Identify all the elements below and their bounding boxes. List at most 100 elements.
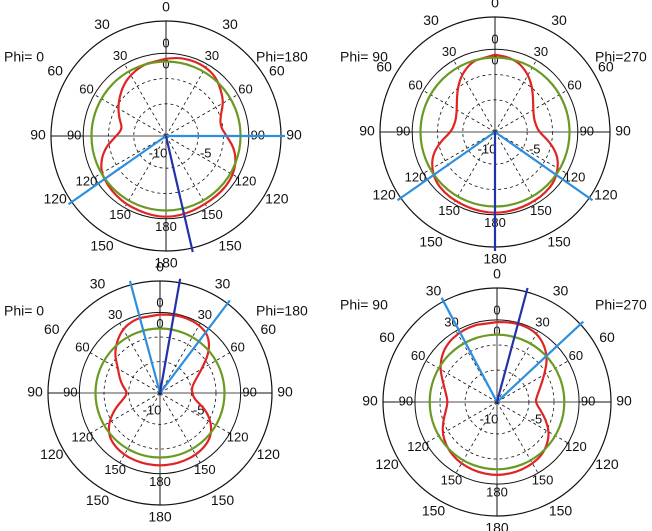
- outer-tick-label: 90: [277, 384, 293, 400]
- outer-tick-label: 180: [485, 520, 509, 531]
- grid-spoke: [165, 64, 208, 137]
- radial-label: -5: [193, 402, 205, 417]
- inner-tick-label: 60: [569, 348, 583, 363]
- grid-spoke: [496, 360, 569, 403]
- grid-spoke: [159, 392, 201, 464]
- outer-tick-label: 90: [616, 393, 632, 409]
- outer-tick-label: 60: [379, 329, 395, 345]
- radial-label: -10: [143, 402, 162, 417]
- radial-label: 0: [491, 53, 498, 68]
- inner-tick-label: 120: [227, 429, 249, 444]
- radial-label: 0: [493, 323, 500, 338]
- inner-tick-label: 60: [411, 348, 425, 363]
- outer-tick-label: 150: [86, 492, 110, 508]
- inner-tick-label: 90: [67, 127, 81, 142]
- grid-spoke: [124, 135, 167, 208]
- outer-tick-label: 30: [551, 12, 567, 28]
- outer-tick-label: 90: [27, 384, 43, 400]
- outer-tick-label: 30: [553, 283, 569, 299]
- series-red-pattern: [100, 56, 237, 218]
- inner-tick-label: 90: [63, 384, 77, 399]
- outer-tick-label: 90: [359, 123, 375, 139]
- inner-tick-label: 30: [108, 307, 122, 322]
- grid-spoke: [159, 392, 231, 434]
- inner-tick-label: 180: [486, 485, 508, 500]
- grid-spoke: [423, 90, 496, 133]
- grid-spoke: [494, 60, 537, 133]
- outer-tick-label: 60: [598, 59, 614, 75]
- grid-spoke: [496, 330, 539, 403]
- direction-line-2: [67, 135, 167, 206]
- phi-left-label: Phi= 90: [340, 297, 388, 313]
- inner-tick-label: 150: [104, 462, 126, 477]
- inner-tick-label: 150: [532, 472, 554, 487]
- grid-spoke: [494, 90, 567, 133]
- inner-tick-label: 180: [155, 219, 177, 234]
- radial-label: -10: [480, 411, 499, 426]
- grid-spoke: [159, 352, 231, 394]
- inner-tick-label: 60: [408, 78, 422, 93]
- grid-spoke: [124, 64, 167, 137]
- inner-tick-label: 60: [567, 78, 581, 93]
- direction-line-3: [158, 278, 182, 394]
- inner-tick-label: 0: [491, 32, 498, 47]
- outer-tick-label: 0: [156, 259, 164, 275]
- inner-tick-label: 90: [242, 384, 256, 399]
- direction-line-3: [164, 135, 194, 253]
- inner-tick-label: 120: [76, 173, 98, 188]
- outer-tick-label: 30: [423, 12, 439, 28]
- inner-tick-label: 30: [205, 48, 219, 63]
- outer-tick-label: 120: [40, 446, 64, 462]
- direction-line-1: [494, 131, 594, 202]
- outer-tick-label: 120: [372, 187, 396, 203]
- radial-label: -5: [531, 411, 543, 426]
- outer-tick-label: 120: [257, 446, 281, 462]
- radial-label: -10: [478, 141, 497, 156]
- phi-right-label: Phi=270: [595, 49, 647, 65]
- inner-tick-label: 120: [235, 173, 257, 188]
- polar-plot-2: 0 30 60 90 120 150 180 150 120 90 60 30 0 30 60 90 120 15…: [340, 0, 647, 267]
- grid-spoke: [94, 94, 167, 137]
- grid-spoke: [165, 94, 238, 137]
- inner-tick-label: 0: [156, 295, 163, 310]
- outer-tick-label: 120: [265, 191, 289, 207]
- series-green-circle: [94, 327, 226, 459]
- outer-tick-label: 180: [483, 251, 507, 267]
- series-red-pattern: [439, 321, 550, 476]
- outer-tick-label: 120: [43, 191, 67, 207]
- inner-tick-label: 30: [535, 315, 549, 330]
- phi-left-label: Phi= 90: [340, 49, 388, 65]
- grid-spoke: [165, 135, 208, 208]
- direction-line-1: [440, 297, 498, 403]
- radial-label: -10: [149, 145, 168, 160]
- outer-tick-label: 60: [260, 321, 276, 337]
- inner-tick-label: 150: [530, 203, 552, 218]
- phi-left-label: Phi= 0: [4, 49, 44, 65]
- grid-spoke: [494, 131, 567, 174]
- outer-tick-label: 60: [599, 329, 615, 345]
- outer-tick-label: 120: [594, 187, 618, 203]
- outer-tick-label: 150: [211, 492, 235, 508]
- outer-tick-label: 180: [154, 255, 178, 271]
- outer-tick-label: 150: [90, 238, 114, 254]
- series-red-pattern: [431, 53, 559, 214]
- inner-tick-label: 150: [109, 207, 131, 222]
- radial-label: -5: [200, 145, 212, 160]
- grid-spoke: [89, 392, 161, 434]
- inner-tick-label: 30: [444, 315, 458, 330]
- outer-tick-label: 120: [375, 456, 399, 472]
- inner-tick-label: 120: [564, 169, 586, 184]
- grid-spoke: [89, 352, 161, 394]
- radial-label: 0: [162, 57, 169, 72]
- inner-tick-label: 90: [399, 393, 413, 408]
- grid-spoke: [494, 131, 537, 204]
- outer-tick-label: 150: [422, 503, 446, 519]
- grid-spoke: [94, 135, 167, 178]
- radial-label: 0: [156, 316, 163, 331]
- outer-tick-label: 30: [90, 275, 106, 291]
- phi-right-label: Phi=270: [595, 297, 647, 313]
- inner-tick-label: 30: [198, 307, 212, 322]
- polar-plot-4: 0 30 60 90 120 150 180 150 120 90 60 30 0 30 60 90 120 15…: [340, 266, 647, 531]
- outer-tick-label: 0: [493, 266, 501, 282]
